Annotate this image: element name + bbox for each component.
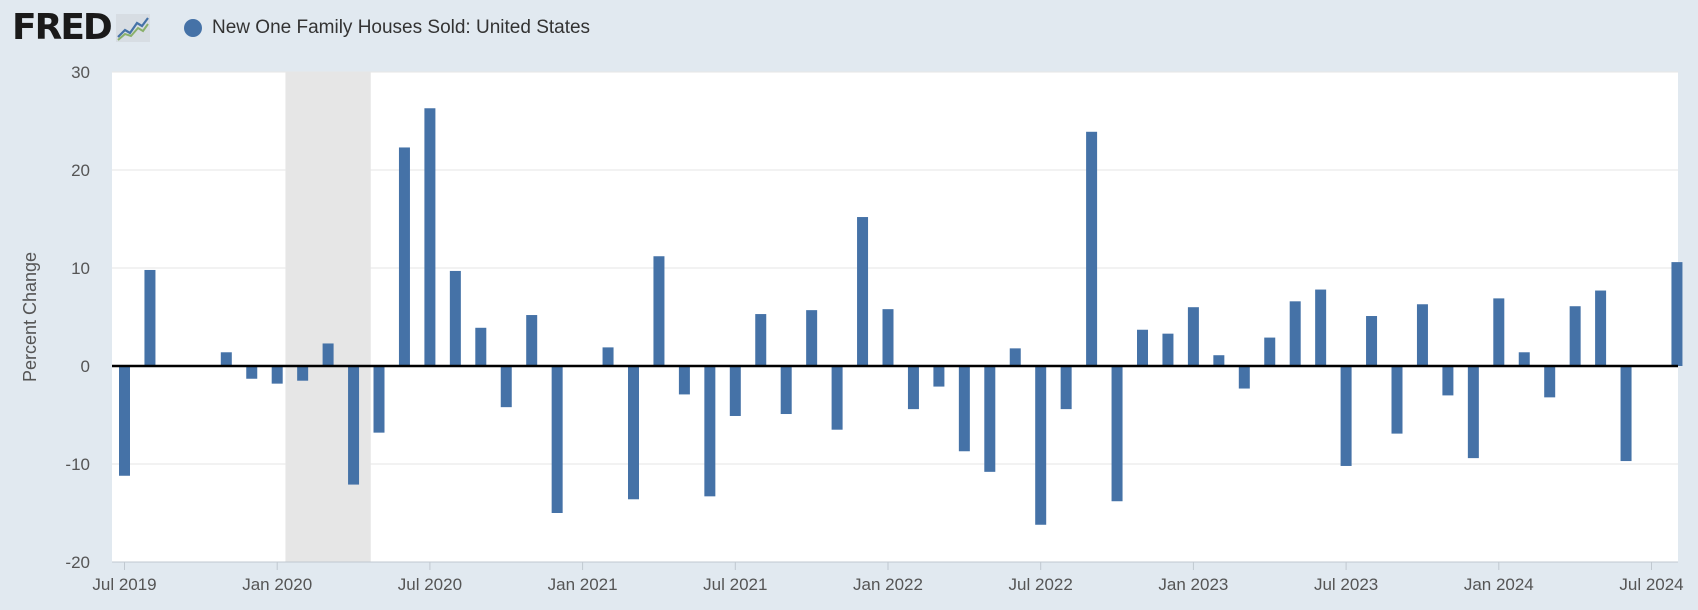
bar [1238, 366, 1250, 389]
bar [1442, 366, 1454, 396]
bar [678, 366, 690, 395]
bar [1162, 333, 1174, 366]
bar [628, 366, 639, 500]
x-axis: Jul 2019 Jan 2020 Jul 2020 Jan 2021 Jul 2021… [92, 562, 1684, 594]
bar [1569, 306, 1581, 366]
bars [119, 108, 1683, 525]
bar [144, 269, 156, 366]
x-tick-label: Jul 2019 [92, 575, 156, 594]
bar [246, 366, 258, 379]
y-tick-label: 30 [71, 63, 90, 82]
bar [1518, 352, 1530, 366]
bar [704, 366, 716, 497]
bar [424, 108, 436, 366]
bar [373, 366, 385, 433]
fred-logo[interactable]: FRED [12, 8, 151, 48]
bar [1086, 131, 1098, 366]
bar [220, 352, 232, 366]
bar [271, 366, 283, 384]
x-tick-label: Jan 2021 [548, 575, 618, 594]
recession-layer [285, 72, 371, 562]
bar [602, 347, 614, 366]
bar [1544, 366, 1556, 398]
bar [348, 366, 360, 485]
bar [958, 366, 970, 452]
bar [1187, 307, 1199, 366]
circle-icon [184, 19, 202, 37]
bar [1340, 366, 1352, 466]
bar [526, 315, 538, 366]
bar [449, 270, 461, 366]
bar [857, 217, 869, 366]
y-axis: -20 -10 0 10 20 30 [65, 63, 90, 572]
recession-shading [285, 72, 371, 562]
x-tick-label: Jul 2024 [1619, 575, 1683, 594]
bar [297, 366, 309, 381]
bar [1111, 366, 1123, 502]
y-tick-label: -20 [65, 553, 90, 572]
bar [475, 327, 487, 366]
bar [755, 314, 767, 366]
bar [1009, 348, 1021, 366]
bar [119, 366, 130, 476]
y-axis-label: Percent Change [20, 252, 40, 382]
bar [322, 343, 334, 366]
bar [1493, 298, 1505, 366]
y-tick-label: 10 [71, 259, 90, 278]
x-tick-label: Jul 2021 [703, 575, 767, 594]
bar [1620, 366, 1632, 462]
bar [882, 309, 894, 366]
bar [1416, 304, 1428, 366]
bar [907, 366, 919, 410]
x-tick-label: Jan 2023 [1158, 575, 1228, 594]
bar [1035, 366, 1047, 525]
x-tick-label: Jan 2022 [853, 575, 923, 594]
bar [780, 366, 792, 415]
x-tick-label: Jul 2023 [1314, 575, 1378, 594]
bar [1671, 262, 1683, 366]
bar [653, 256, 665, 366]
bar [1264, 337, 1276, 366]
bar [398, 147, 410, 366]
x-tick-label: Jan 2020 [242, 575, 312, 594]
x-tick-label: Jul 2020 [398, 575, 462, 594]
fred-logo-text: FRED [12, 7, 113, 48]
bar [729, 366, 741, 416]
legend-series-label: New One Family Houses Sold: United State… [212, 17, 591, 38]
chart-header: FRED New One Family Houses Sold: United … [0, 0, 1698, 56]
bar [1289, 301, 1301, 366]
bar [831, 366, 843, 430]
bar [1467, 366, 1479, 459]
bar [984, 366, 996, 472]
legend: New One Family Houses Sold: United State… [184, 14, 590, 42]
bar [1595, 290, 1607, 366]
line-chart-icon [115, 14, 150, 42]
bar [933, 366, 945, 387]
bar [500, 366, 512, 408]
bar [1060, 366, 1072, 410]
bar [551, 366, 563, 513]
bar [1137, 329, 1148, 366]
y-tick-label: -10 [65, 455, 90, 474]
bar [1366, 316, 1378, 366]
bar [806, 310, 818, 366]
x-tick-label: Jan 2024 [1464, 575, 1534, 594]
bar [1213, 355, 1225, 366]
bar [1315, 289, 1327, 366]
y-tick-label: 0 [81, 357, 90, 376]
y-tick-label: 20 [71, 161, 90, 180]
x-tick-label: Jul 2022 [1009, 575, 1073, 594]
bar [1391, 366, 1403, 434]
